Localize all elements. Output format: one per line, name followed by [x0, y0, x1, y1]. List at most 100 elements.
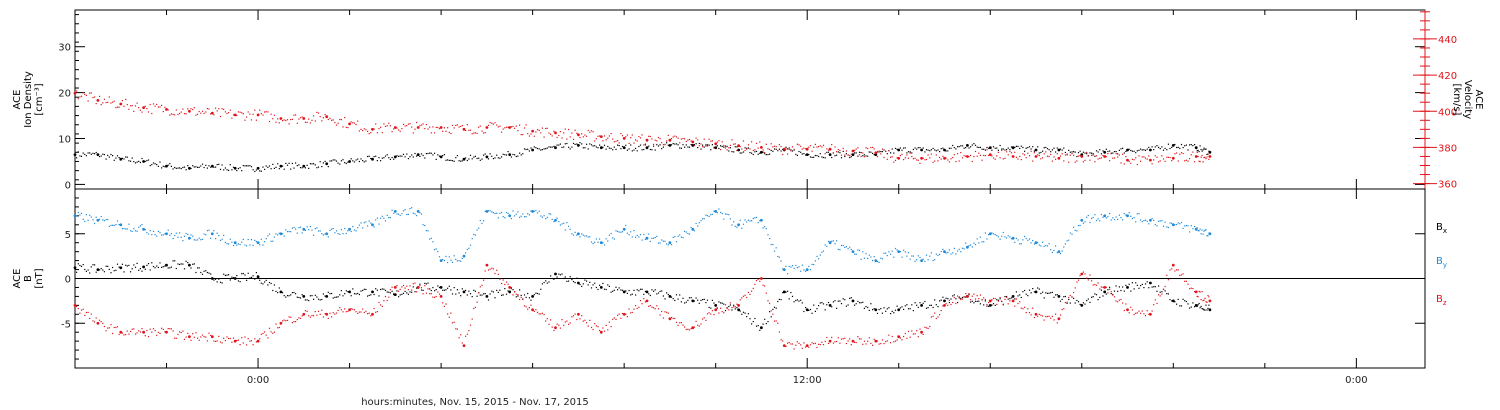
series-0-sample [157, 266, 159, 269]
series-0-sample [156, 265, 158, 267]
series-0-sample [1207, 307, 1209, 310]
series-2-sample [471, 318, 473, 320]
series-0-sample [236, 275, 238, 277]
series-0-sample [510, 156, 512, 158]
series-0-sample [957, 301, 959, 304]
series-0-sample [1158, 285, 1160, 287]
series-0-sample [113, 270, 115, 272]
series-2-sample [1040, 314, 1042, 316]
series-1-sample [870, 147, 872, 149]
series-2-sample [1110, 291, 1112, 293]
series-0-sample [558, 273, 560, 275]
series-0-sample [1194, 144, 1196, 146]
series-2-sample [595, 325, 597, 327]
series-1-sample [731, 139, 733, 141]
series-1-sample [782, 153, 784, 156]
series-2-sample [1141, 310, 1143, 312]
series-2-sample [407, 289, 409, 291]
series-1-sample [1174, 224, 1176, 226]
series-0-sample [365, 288, 367, 291]
series-0-sample [375, 288, 377, 290]
series-2-sample [1063, 308, 1065, 310]
series-2-point [1080, 272, 1084, 276]
series-0-sample [1063, 296, 1065, 298]
series-0-sample [311, 163, 313, 165]
series-1-sample [1105, 156, 1107, 158]
series-0-sample [1028, 146, 1031, 148]
series-1-sample [775, 146, 777, 148]
series-1-sample [331, 228, 333, 230]
series-1-sample [809, 145, 812, 147]
series-1-sample [992, 157, 995, 159]
series-0-sample [80, 265, 83, 267]
series-0-sample [546, 282, 548, 284]
series-0-sample [834, 155, 836, 157]
series-0-sample [149, 269, 151, 271]
series-0-sample [107, 154, 109, 156]
series-0-sample [639, 144, 642, 146]
series-1-sample [360, 128, 362, 130]
series-0-sample [917, 147, 919, 149]
series-0-sample [952, 144, 954, 147]
series-0-sample [819, 153, 821, 155]
series-1-sample [282, 233, 284, 235]
series-1-sample [854, 253, 856, 255]
series-1-sample [195, 114, 197, 116]
series-1-sample [684, 230, 686, 232]
series-1-sample [919, 162, 921, 164]
series-1-sample [1068, 161, 1070, 163]
series-2-sample [983, 297, 985, 299]
series-0-sample [527, 292, 529, 295]
series-2-sample [1176, 269, 1178, 271]
series-0-sample [219, 281, 222, 283]
series-1-sample [770, 143, 772, 145]
series-0-sample [324, 295, 326, 297]
series-0-sample [1205, 148, 1207, 150]
series-1-sample [507, 126, 509, 128]
series-1-point [1103, 214, 1107, 218]
series-1-sample [1180, 152, 1183, 154]
series-0-sample [1095, 150, 1098, 152]
series-2-sample [639, 300, 642, 302]
series-0-sample [787, 148, 789, 150]
series-2-sample [1097, 282, 1099, 284]
series-0-sample [535, 292, 537, 294]
series-0-sample [757, 153, 759, 155]
series-0-sample [886, 308, 888, 310]
series-0-sample [984, 300, 986, 302]
series-1-sample [277, 118, 279, 120]
series-0-sample [641, 288, 643, 290]
series-0-sample [290, 294, 292, 296]
series-0-sample [1038, 288, 1040, 290]
series-1-sample [365, 129, 367, 131]
series-1-sample [298, 227, 300, 229]
series-2-sample [703, 317, 705, 319]
right-axis-label-line: [km/s] [1451, 84, 1462, 116]
series-0-sample [239, 281, 241, 283]
series-2-sample [157, 331, 159, 333]
series-1-sample [491, 211, 493, 213]
series-2-sample [836, 340, 838, 343]
series-1-sample [98, 218, 101, 220]
series-2-sample [672, 317, 674, 319]
series-2-sample [393, 292, 395, 294]
series-1-sample [885, 150, 887, 152]
series-2-sample [563, 324, 565, 326]
series-1-sample [1122, 219, 1124, 221]
series-0-sample [764, 153, 766, 155]
series-0-sample [1095, 294, 1098, 296]
series-1-sample [314, 120, 316, 122]
series-2-sample [476, 301, 478, 303]
series-1-sample [159, 232, 161, 234]
series-0-sample [907, 151, 910, 153]
series-1-point [966, 155, 969, 158]
series-0-sample [953, 147, 955, 149]
series-1-sample [968, 156, 970, 158]
series-0-sample [105, 158, 107, 160]
series-1-sample [205, 111, 207, 113]
series-0-sample [752, 321, 754, 323]
series-1-sample [809, 268, 812, 271]
series-2-sample [205, 336, 207, 338]
series-0-sample [551, 146, 553, 148]
series-1-point [599, 135, 603, 139]
